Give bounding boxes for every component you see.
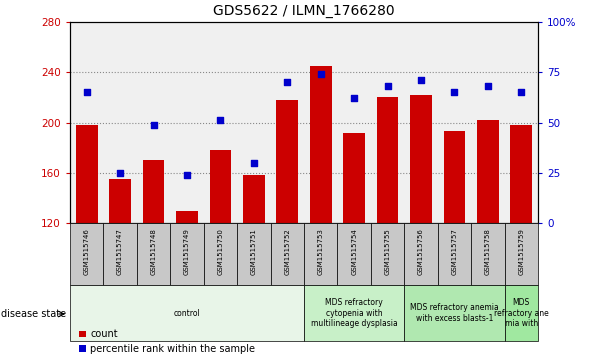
Bar bbox=[511, 125, 532, 223]
Point bbox=[449, 89, 460, 95]
Text: control: control bbox=[174, 309, 200, 318]
Text: GSM1515758: GSM1515758 bbox=[485, 228, 491, 275]
FancyBboxPatch shape bbox=[170, 223, 204, 285]
Point bbox=[148, 122, 158, 127]
Text: disease state: disease state bbox=[1, 309, 66, 319]
Bar bbox=[310, 66, 331, 223]
FancyBboxPatch shape bbox=[404, 285, 505, 341]
FancyBboxPatch shape bbox=[204, 223, 237, 285]
Point bbox=[517, 89, 527, 95]
Text: GSM1515759: GSM1515759 bbox=[519, 228, 524, 275]
Bar bbox=[143, 160, 164, 223]
Point bbox=[383, 83, 393, 89]
Point bbox=[182, 172, 192, 178]
Text: GSM1515749: GSM1515749 bbox=[184, 228, 190, 275]
FancyBboxPatch shape bbox=[505, 285, 538, 341]
FancyBboxPatch shape bbox=[137, 223, 170, 285]
FancyBboxPatch shape bbox=[271, 223, 304, 285]
Bar bbox=[210, 150, 231, 223]
FancyBboxPatch shape bbox=[304, 223, 337, 285]
Text: GSM1515748: GSM1515748 bbox=[151, 228, 156, 275]
Bar bbox=[109, 179, 131, 223]
FancyBboxPatch shape bbox=[304, 285, 404, 341]
FancyBboxPatch shape bbox=[404, 223, 438, 285]
Bar bbox=[410, 95, 432, 223]
Text: GSM1515747: GSM1515747 bbox=[117, 228, 123, 275]
Point bbox=[115, 170, 125, 176]
FancyBboxPatch shape bbox=[237, 223, 271, 285]
FancyBboxPatch shape bbox=[471, 223, 505, 285]
Point bbox=[282, 79, 292, 85]
Bar bbox=[444, 131, 465, 223]
FancyBboxPatch shape bbox=[505, 223, 538, 285]
Point bbox=[81, 89, 91, 95]
Bar bbox=[344, 132, 365, 223]
Bar bbox=[76, 125, 97, 223]
Legend: count, percentile rank within the sample: count, percentile rank within the sample bbox=[75, 326, 259, 358]
FancyBboxPatch shape bbox=[438, 223, 471, 285]
Text: MDS
refractory ane
mia with: MDS refractory ane mia with bbox=[494, 298, 549, 328]
Point bbox=[316, 71, 326, 77]
FancyBboxPatch shape bbox=[70, 285, 304, 341]
FancyBboxPatch shape bbox=[337, 223, 371, 285]
Point bbox=[215, 118, 225, 123]
Text: GSM1515752: GSM1515752 bbox=[285, 228, 290, 275]
FancyBboxPatch shape bbox=[70, 223, 103, 285]
Text: GSM1515755: GSM1515755 bbox=[385, 228, 390, 275]
Text: GSM1515754: GSM1515754 bbox=[351, 228, 357, 275]
Bar bbox=[377, 97, 398, 223]
Text: MDS refractory anemia
with excess blasts-1: MDS refractory anemia with excess blasts… bbox=[410, 303, 499, 323]
Bar bbox=[176, 211, 198, 223]
Text: GSM1515756: GSM1515756 bbox=[418, 228, 424, 275]
Point bbox=[416, 77, 426, 83]
FancyBboxPatch shape bbox=[103, 223, 137, 285]
Point bbox=[483, 83, 493, 89]
Text: GSM1515757: GSM1515757 bbox=[452, 228, 457, 275]
FancyBboxPatch shape bbox=[371, 223, 404, 285]
Bar bbox=[277, 100, 298, 223]
Point bbox=[249, 160, 259, 166]
Text: GSM1515751: GSM1515751 bbox=[251, 228, 257, 275]
Bar bbox=[477, 120, 499, 223]
Text: GSM1515750: GSM1515750 bbox=[218, 228, 223, 275]
Text: GSM1515753: GSM1515753 bbox=[318, 228, 323, 275]
Title: GDS5622 / ILMN_1766280: GDS5622 / ILMN_1766280 bbox=[213, 4, 395, 18]
Bar bbox=[243, 175, 264, 223]
Text: GSM1515746: GSM1515746 bbox=[84, 228, 89, 275]
Text: MDS refractory
cytopenia with
multilineage dysplasia: MDS refractory cytopenia with multilinea… bbox=[311, 298, 398, 328]
Point bbox=[349, 95, 359, 101]
